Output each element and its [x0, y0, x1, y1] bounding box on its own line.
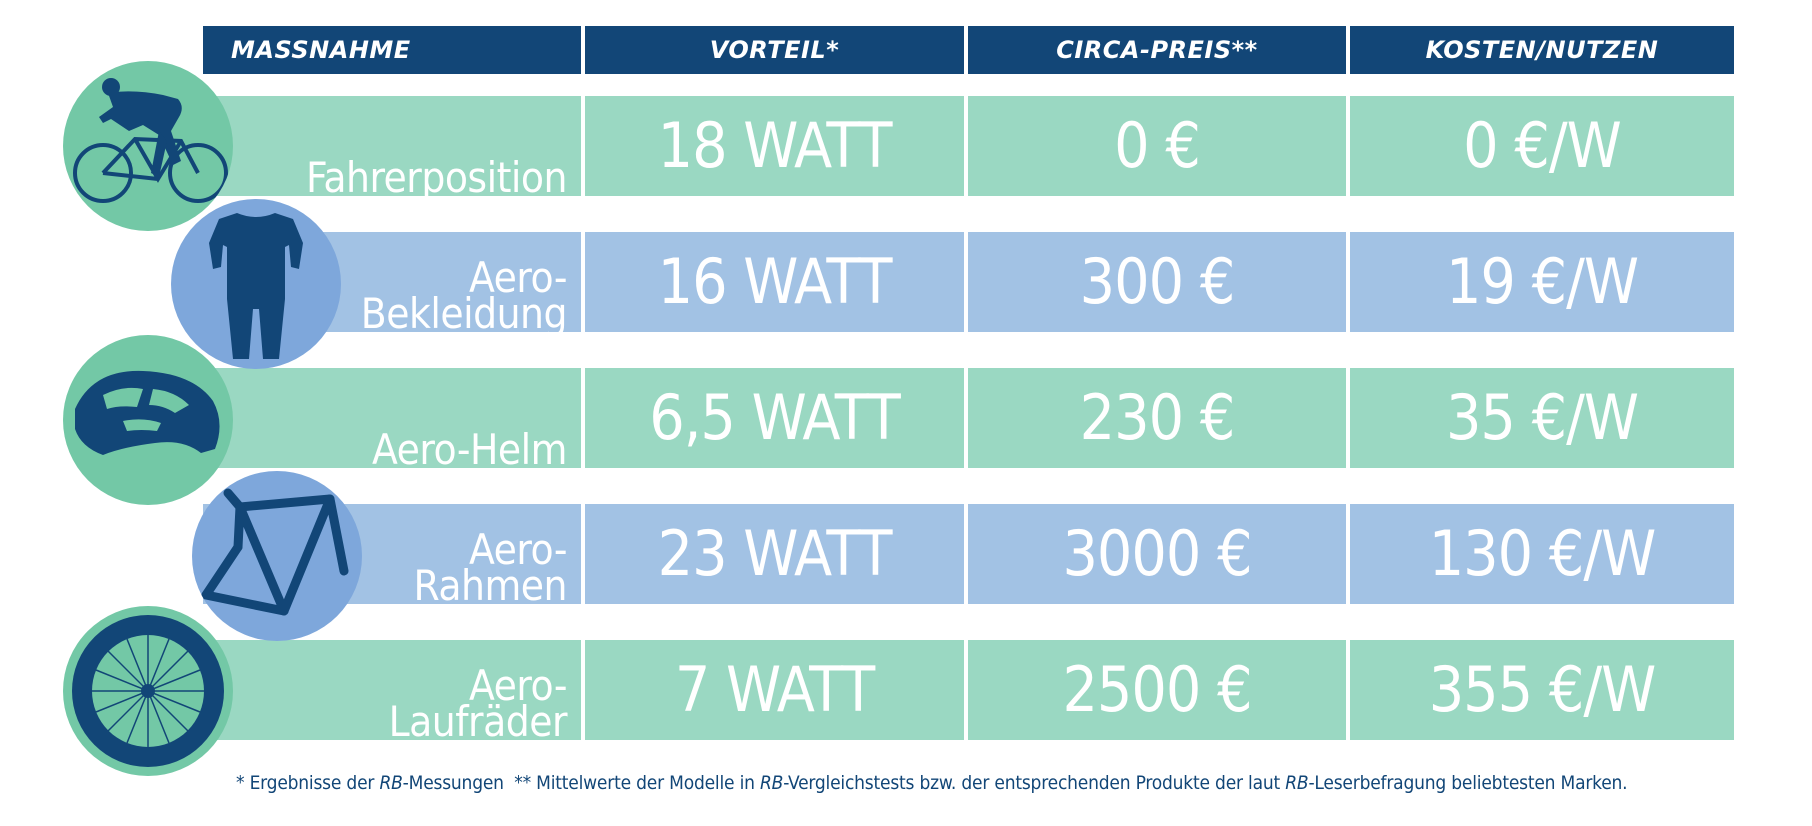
row-benefit: 7 WATT	[585, 640, 964, 740]
row-label-line: Laufräder	[388, 697, 568, 746]
footnote-part: -Messungen ** Mittelwerte der Modelle in	[402, 772, 760, 794]
footnote-rb: RB	[379, 772, 403, 794]
row-benefit: 18 WATT	[585, 96, 964, 196]
row-label-line: Aero-	[469, 525, 568, 574]
row-label-line: Bekleidung	[360, 289, 568, 338]
footnote-part: -Leserbefragung beliebtesten Marken.	[1308, 772, 1628, 794]
row-price: 2500 €	[968, 640, 1346, 740]
row-cost-benefit: 35 €/W	[1350, 368, 1734, 468]
cyclist-icon	[63, 61, 233, 231]
row-label-aero-helm: Aero-Helm	[203, 368, 581, 474]
row-benefit: 6,5 WATT	[585, 368, 964, 468]
footnote-part: -Vergleichstests bzw. der entsprechenden…	[783, 772, 1286, 794]
row-cost-benefit: 355 €/W	[1350, 640, 1734, 740]
footnote: * Ergebnisse der RB-Messungen ** Mittelw…	[236, 772, 1628, 794]
row-price: 230 €	[968, 368, 1346, 468]
row-cost-benefit: 130 €/W	[1350, 504, 1734, 604]
row-label-line: Rahmen	[413, 561, 568, 610]
row-label-line: Fahrerposition	[305, 153, 568, 202]
row-label-line: Aero-Helm	[372, 425, 567, 474]
header-measure: MASSNAHME	[203, 26, 581, 74]
helmet-icon	[63, 335, 233, 505]
row-price: 3000 €	[968, 504, 1346, 604]
skinsuit-icon	[171, 199, 341, 369]
wheel-icon	[63, 606, 233, 776]
footnote-rb: RB	[1285, 772, 1309, 794]
row-cost-benefit: 19 €/W	[1350, 232, 1734, 332]
header-cost-benefit: KOSTEN/NUTZEN	[1350, 26, 1734, 74]
footnote-part: * Ergebnisse der	[236, 772, 380, 794]
frame-icon	[192, 471, 362, 641]
row-cost-benefit: 0 €/W	[1350, 96, 1734, 196]
row-label-aero-laufraeder: Aero- Laufräder	[203, 640, 581, 746]
header-price: CIRCA-PREIS**	[968, 26, 1346, 74]
row-benefit: 23 WATT	[585, 504, 964, 604]
footnote-rb: RB	[760, 772, 784, 794]
row-label-fahrerposition: Fahrerposition	[203, 96, 581, 202]
row-price: 300 €	[968, 232, 1346, 332]
header-benefit: VORTEIL*	[585, 26, 964, 74]
row-label-line: Aero-	[469, 253, 568, 302]
row-price: 0 €	[968, 96, 1346, 196]
row-label-line: Aero-	[469, 661, 568, 710]
row-benefit: 16 WATT	[585, 232, 964, 332]
